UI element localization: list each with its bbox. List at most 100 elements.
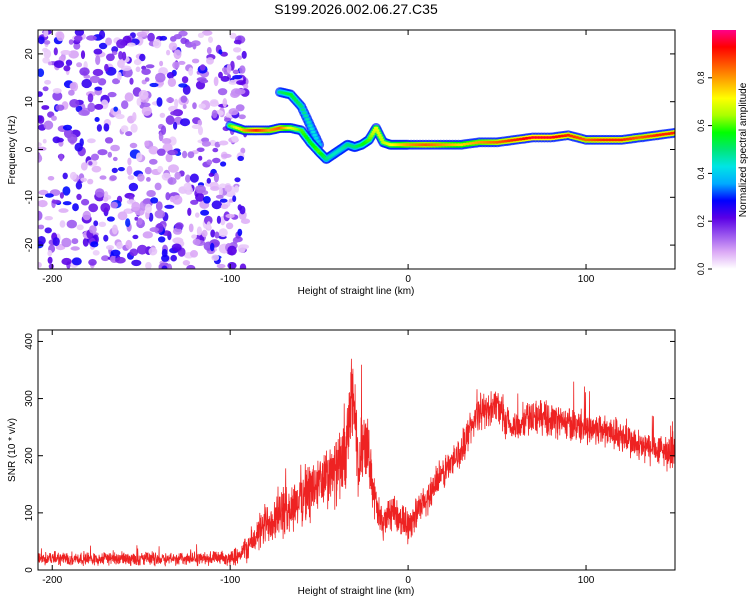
noise-blob [178, 83, 188, 88]
noise-blob [190, 199, 199, 205]
noise-blob [90, 241, 99, 248]
noise-blob [111, 224, 118, 235]
noise-blob [80, 162, 88, 171]
signal-track-core [376, 131, 381, 135]
x-tick: -200 [42, 330, 63, 586]
noise-blob [91, 165, 102, 173]
noise-blob [104, 137, 114, 144]
noise-blob [116, 241, 123, 250]
noise-blob [239, 263, 247, 269]
noise-blob [112, 156, 118, 162]
noise-blob [93, 48, 103, 55]
noise-blob [214, 231, 220, 239]
noise-blob [47, 176, 55, 181]
noise-blob [87, 138, 96, 144]
noise-blob [236, 55, 242, 60]
noise-blob [94, 188, 105, 198]
noise-blob [237, 244, 246, 253]
noise-blob [133, 59, 142, 66]
x-tick-label: 100 [578, 274, 595, 285]
noise-blob [210, 186, 220, 191]
noise-blob [106, 245, 114, 250]
x-tick-label: 100 [578, 575, 595, 586]
branch-track-core [303, 114, 308, 118]
noise-blob [68, 50, 79, 59]
colorbar-tick: 0.2 [696, 215, 712, 228]
noise-blob [58, 208, 69, 213]
x-tick: 100 [578, 30, 595, 285]
signal-track-core [378, 136, 383, 139]
noise-blob [168, 164, 179, 173]
noise-blob [65, 59, 73, 66]
noise-blob [206, 159, 213, 165]
y-tick-label: 100 [24, 504, 35, 521]
noise-blob [38, 142, 42, 147]
noise-blob [98, 221, 107, 227]
noise-blob [56, 137, 64, 143]
x-tick: -100 [220, 330, 241, 586]
snr-line [38, 358, 675, 567]
snr-series [38, 358, 675, 567]
noise-blob [188, 223, 194, 233]
noise-blob [132, 112, 137, 122]
noise-blob [161, 254, 170, 262]
noise-blob [183, 182, 192, 191]
noise-blob [72, 203, 79, 212]
noise-blob [43, 120, 54, 130]
colorbar-strip [712, 30, 736, 269]
noise-blob [146, 177, 151, 182]
noise-blob [121, 51, 127, 61]
noise-blob [228, 79, 238, 85]
noise-blob [78, 109, 90, 116]
noise-blob [229, 32, 237, 39]
noise-blob [74, 35, 83, 42]
noise-blob [131, 259, 142, 267]
noise-blob [69, 82, 77, 90]
noise-blob [144, 166, 152, 175]
colorbar-tick-label: 0.2 [696, 215, 706, 228]
noise-blob [62, 201, 72, 206]
noise-blob [165, 153, 173, 163]
noise-blob [154, 182, 162, 191]
x-tick-label: -100 [220, 575, 240, 586]
noise-blob [166, 97, 175, 103]
snr-frame [37, 329, 676, 571]
noise-blob [135, 66, 141, 73]
noise-blob [232, 195, 237, 202]
noise-blob [38, 224, 45, 230]
noise-blob [141, 68, 151, 75]
noise-blob [158, 236, 166, 243]
noise-blob [161, 265, 168, 269]
noise-blob [56, 31, 65, 42]
noise-blob [112, 78, 120, 85]
noise-blob [187, 151, 195, 159]
noise-blob [53, 47, 58, 56]
noise-blob [232, 75, 243, 80]
branch-track-core [299, 105, 304, 108]
y-tick: -10 [24, 190, 675, 205]
noise-blob [128, 182, 139, 192]
x-tick-label: -200 [42, 575, 62, 586]
noise-blob [48, 263, 54, 269]
noise-blob [136, 152, 143, 162]
noise-blob [201, 140, 211, 147]
noise-blob [146, 190, 156, 197]
figure-title: S199.2026.002.06.27.C35 [274, 1, 438, 17]
noise-blob [204, 215, 213, 225]
noise-blob [95, 55, 101, 66]
noise-blob [38, 236, 46, 245]
noise-blob [63, 65, 71, 72]
x-tick: 100 [578, 330, 595, 586]
signal-track-core [373, 126, 379, 130]
branch-track-core [311, 130, 316, 134]
noise-blob [127, 42, 136, 47]
noise-blob [172, 61, 180, 69]
noise-blob [222, 98, 228, 108]
noise-blob [164, 204, 175, 209]
noise-blob [212, 147, 219, 153]
noise-blob [106, 53, 115, 62]
noise-blob [115, 113, 125, 120]
noise-blob [212, 157, 221, 164]
y-tick-label: 300 [24, 390, 35, 407]
noise-blob [137, 173, 145, 182]
